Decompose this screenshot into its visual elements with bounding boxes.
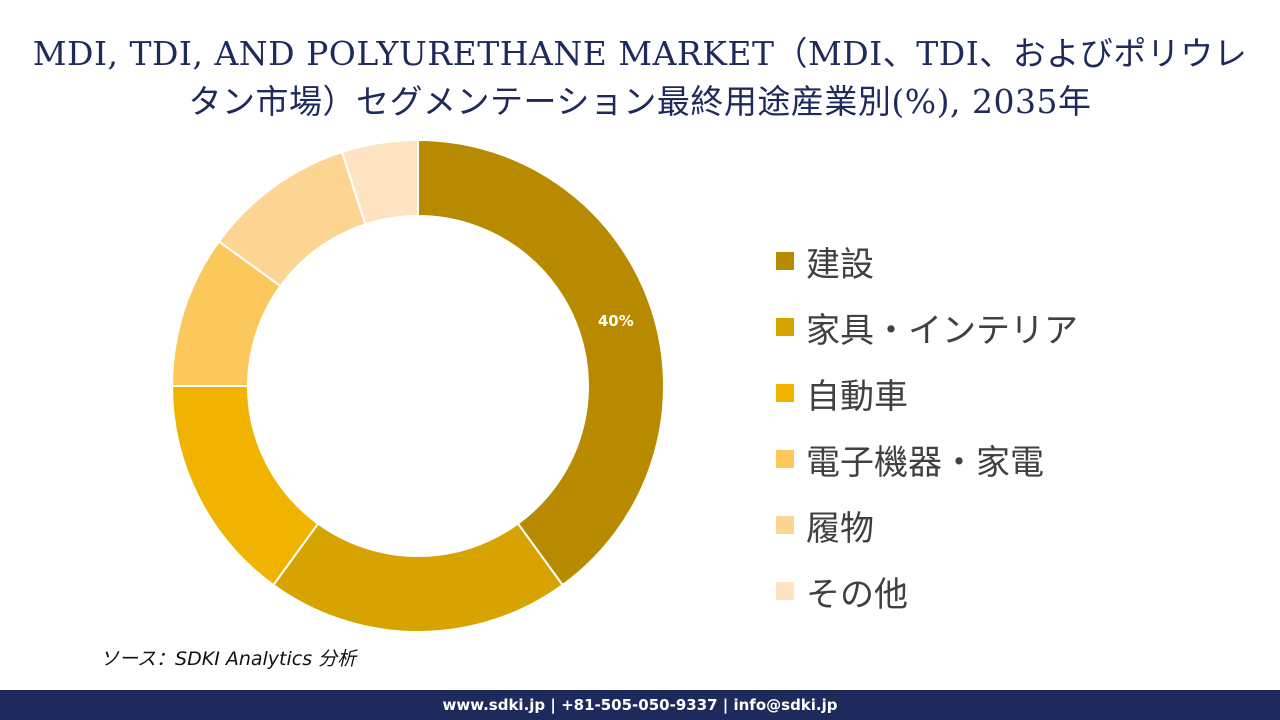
legend-item-4: 履物 — [776, 492, 1078, 558]
legend-swatch — [776, 582, 794, 600]
legend-label: 建設 — [806, 244, 874, 285]
legend-item-0: 建設 — [776, 228, 1078, 294]
legend-swatch — [776, 318, 794, 336]
footer-contact-bar: www.sdki.jp | +81-505-050-9337 | info@sd… — [0, 690, 1280, 720]
legend-item-1: 家具・インテリア — [776, 294, 1078, 360]
legend-item-3: 電子機器・家電 — [776, 426, 1078, 492]
legend-item-5: その他 — [776, 558, 1078, 624]
legend-swatch — [776, 516, 794, 534]
donut-slice-2 — [170, 385, 320, 587]
legend-item-2: 自動車 — [776, 360, 1078, 426]
donut-slice-0 — [417, 138, 665, 587]
legend-label: 電子機器・家電 — [806, 442, 1044, 483]
legend-label: 自動車 — [806, 376, 908, 417]
legend-swatch — [776, 384, 794, 402]
donut-slice-5 — [340, 138, 419, 226]
legend-label: その他 — [806, 574, 908, 615]
donut-chart: 40% — [170, 138, 665, 633]
legend-swatch — [776, 450, 794, 468]
chart-legend: 建設家具・インテリア 自動車電子機器・家電 履物その他 — [776, 228, 1078, 624]
legend-label: 履物 — [806, 508, 874, 549]
legend-swatch — [776, 252, 794, 270]
legend-label: 家具・インテリア — [806, 310, 1078, 351]
data-label-0: 40% — [598, 312, 634, 330]
donut-slice-1 — [272, 522, 564, 633]
source-note: ソース：SDKI Analytics 分析 — [100, 648, 357, 670]
chart-title: MDI, TDI, AND POLYURETHANE MARKET（MDI、TD… — [32, 34, 1248, 121]
